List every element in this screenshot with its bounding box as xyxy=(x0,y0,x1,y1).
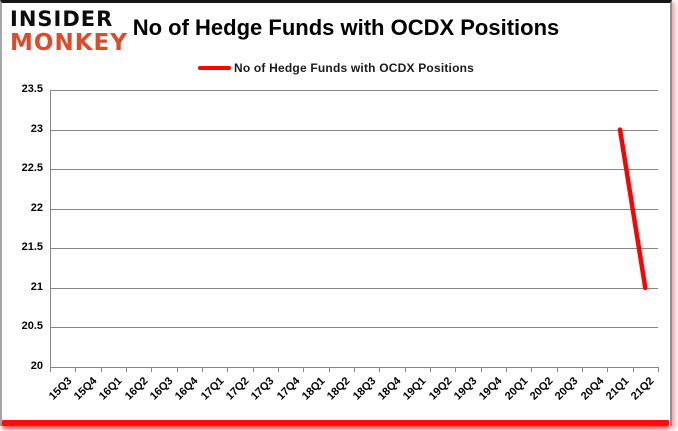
bottom-red-bar xyxy=(2,420,669,426)
gridline xyxy=(50,248,658,250)
x-tick-label-text: 18Q1 xyxy=(299,375,328,403)
x-axis-tick xyxy=(151,367,153,372)
y-tick-label: 20 xyxy=(30,360,43,372)
x-axis-tick xyxy=(506,367,507,372)
legend: No of Hedge Funds with OCDX Positions xyxy=(2,61,670,75)
x-axis-tick xyxy=(252,367,254,372)
x-axis-tick xyxy=(556,367,558,372)
x-axis-tick xyxy=(480,367,482,372)
x-tick-label-text: 16Q1 xyxy=(97,375,125,403)
logo-text-monkey: MONKEY xyxy=(10,30,128,56)
x-tick-label-text: 17Q2 xyxy=(223,375,252,403)
x-tick-label-text: 16Q3 xyxy=(147,375,176,403)
x-axis-tick xyxy=(658,367,659,372)
x-axis-tick xyxy=(430,367,431,372)
x-tick-label-text: 19Q1 xyxy=(401,375,429,403)
gridline xyxy=(50,208,658,210)
x-tick-label-text: 18Q3 xyxy=(350,375,379,403)
x-axis-tick xyxy=(202,367,203,372)
x-tick-label-text: 15Q3 xyxy=(46,375,75,403)
y-tick-label: 23 xyxy=(30,122,43,135)
legend-label: No of Hedge Funds with OCDX Positions xyxy=(233,61,475,75)
x-tick-label-text: 17Q1 xyxy=(198,375,227,403)
gridline xyxy=(50,129,658,131)
x-tick-label-text: 20Q3 xyxy=(553,375,581,403)
y-tick-label: 21.5 xyxy=(21,241,43,254)
gridline xyxy=(50,169,658,171)
x-tick-label-text: 18Q2 xyxy=(325,375,353,403)
y-tick-label: 22 xyxy=(30,201,43,214)
insider-monkey-logo: INSIDER MONKEY xyxy=(10,9,128,55)
x-axis-tick xyxy=(50,367,51,372)
x-tick-label-text: 18Q4 xyxy=(375,375,404,403)
chart-frame: INSIDER MONKEY No of Hedge Funds with OC… xyxy=(0,0,672,426)
x-tick-label-text: 20Q1 xyxy=(502,375,531,403)
x-axis-tick xyxy=(455,367,457,372)
x-tick-label-text: 19Q2 xyxy=(426,375,455,403)
gridline xyxy=(50,327,658,329)
x-axis-tick xyxy=(176,367,178,372)
logo-text-insider: INSIDER xyxy=(10,7,114,31)
x-tick-label-text: 17Q4 xyxy=(274,375,303,403)
x-axis-tick xyxy=(354,367,355,372)
gridline xyxy=(50,287,658,289)
x-tick-label-text: 15Q4 xyxy=(71,375,100,403)
x-axis-tick xyxy=(582,367,583,372)
x-axis-tick xyxy=(303,367,305,372)
x-axis-tick xyxy=(75,367,77,372)
y-tick-label: 23.5 xyxy=(21,83,43,95)
y-axis-line xyxy=(50,90,51,367)
x-tick-label-text: 21Q1 xyxy=(603,375,632,403)
x-tick-label-text: 16Q2 xyxy=(122,375,151,403)
x-tick-label-text: 16Q4 xyxy=(173,375,201,403)
x-tick-label-text: 21Q2 xyxy=(629,375,657,403)
x-axis-tick xyxy=(404,367,406,372)
x-axis-tick xyxy=(126,367,127,372)
x-axis-tick xyxy=(100,367,102,372)
gridline xyxy=(50,90,658,91)
y-tick-label: 22.5 xyxy=(21,162,43,175)
x-axis-tick xyxy=(607,367,609,372)
x-tick-label-text: 20Q4 xyxy=(578,375,607,403)
x-tick-label-text: 17Q3 xyxy=(249,375,277,403)
x-axis-tick xyxy=(632,367,634,372)
y-tick-label: 20.5 xyxy=(21,320,43,333)
x-tick-label-text: 19Q3 xyxy=(451,375,480,403)
chart-title: No of Hedge Funds with OCDX Positions xyxy=(132,15,560,40)
y-tick-label: 21 xyxy=(30,280,43,293)
x-axis-tick xyxy=(531,367,533,372)
x-tick-label-text: 19Q4 xyxy=(477,375,505,403)
x-axis-tick xyxy=(379,367,381,372)
legend-line-swatch xyxy=(197,66,231,70)
x-axis-tick xyxy=(328,367,330,372)
x-axis-tick xyxy=(278,367,279,372)
plot-area: 20 20.5 21 21.5 22 22.5 23 23.5 15Q3 15Q4 16Q1 16Q2… xyxy=(2,3,670,426)
x-axis-tick xyxy=(227,367,229,372)
x-tick-label-text: 20Q2 xyxy=(527,375,556,403)
